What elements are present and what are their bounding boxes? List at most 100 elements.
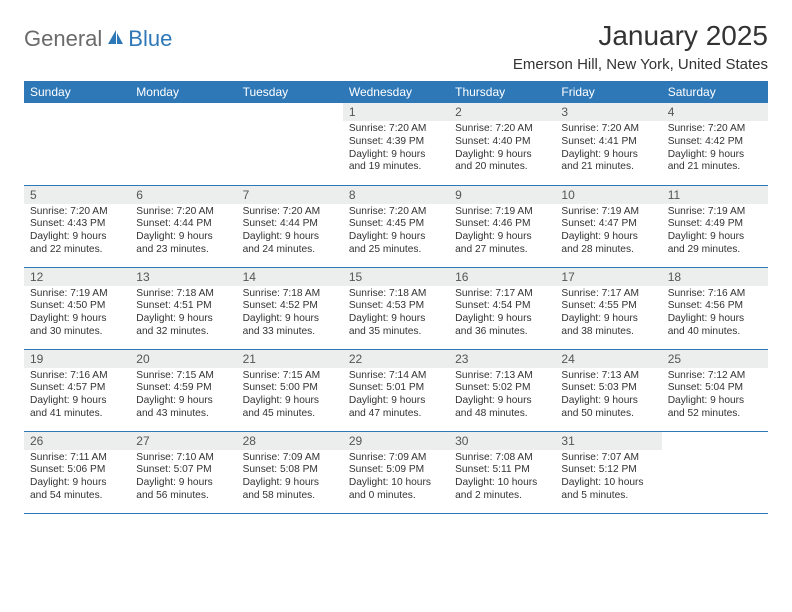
day-details: Sunrise: 7:13 AMSunset: 5:03 PMDaylight:… bbox=[555, 368, 661, 425]
day-number: 5 bbox=[24, 186, 130, 204]
calendar-cell: 7Sunrise: 7:20 AMSunset: 4:44 PMDaylight… bbox=[237, 185, 343, 267]
day-number: 29 bbox=[343, 432, 449, 450]
logo-text-general: General bbox=[24, 26, 102, 52]
calendar-cell: 21Sunrise: 7:15 AMSunset: 5:00 PMDayligh… bbox=[237, 349, 343, 431]
calendar-cell: 9Sunrise: 7:19 AMSunset: 4:46 PMDaylight… bbox=[449, 185, 555, 267]
day-number: 30 bbox=[449, 432, 555, 450]
calendar-cell: 5Sunrise: 7:20 AMSunset: 4:43 PMDaylight… bbox=[24, 185, 130, 267]
day-number: 11 bbox=[662, 186, 768, 204]
day-number: 28 bbox=[237, 432, 343, 450]
day-header: Saturday bbox=[662, 81, 768, 103]
day-number: 3 bbox=[555, 103, 661, 121]
day-number: 22 bbox=[343, 350, 449, 368]
day-number: 19 bbox=[24, 350, 130, 368]
day-details: Sunrise: 7:14 AMSunset: 5:01 PMDaylight:… bbox=[343, 368, 449, 425]
calendar-cell bbox=[237, 103, 343, 185]
day-details: Sunrise: 7:11 AMSunset: 5:06 PMDaylight:… bbox=[24, 450, 130, 507]
day-number: 18 bbox=[662, 268, 768, 286]
calendar-cell: 27Sunrise: 7:10 AMSunset: 5:07 PMDayligh… bbox=[130, 431, 236, 513]
calendar-cell: 24Sunrise: 7:13 AMSunset: 5:03 PMDayligh… bbox=[555, 349, 661, 431]
calendar-cell: 15Sunrise: 7:18 AMSunset: 4:53 PMDayligh… bbox=[343, 267, 449, 349]
day-number: 8 bbox=[343, 186, 449, 204]
day-number: 16 bbox=[449, 268, 555, 286]
calendar-cell: 17Sunrise: 7:17 AMSunset: 4:55 PMDayligh… bbox=[555, 267, 661, 349]
calendar-cell: 1Sunrise: 7:20 AMSunset: 4:39 PMDaylight… bbox=[343, 103, 449, 185]
day-number: 21 bbox=[237, 350, 343, 368]
calendar-cell: 20Sunrise: 7:15 AMSunset: 4:59 PMDayligh… bbox=[130, 349, 236, 431]
calendar-cell: 10Sunrise: 7:19 AMSunset: 4:47 PMDayligh… bbox=[555, 185, 661, 267]
day-details: Sunrise: 7:19 AMSunset: 4:50 PMDaylight:… bbox=[24, 286, 130, 343]
day-header: Sunday bbox=[24, 81, 130, 103]
day-header: Friday bbox=[555, 81, 661, 103]
day-details: Sunrise: 7:20 AMSunset: 4:44 PMDaylight:… bbox=[130, 204, 236, 261]
day-details: Sunrise: 7:13 AMSunset: 5:02 PMDaylight:… bbox=[449, 368, 555, 425]
calendar-cell: 12Sunrise: 7:19 AMSunset: 4:50 PMDayligh… bbox=[24, 267, 130, 349]
day-number: 13 bbox=[130, 268, 236, 286]
day-number: 12 bbox=[24, 268, 130, 286]
day-details: Sunrise: 7:15 AMSunset: 4:59 PMDaylight:… bbox=[130, 368, 236, 425]
day-details: Sunrise: 7:12 AMSunset: 5:04 PMDaylight:… bbox=[662, 368, 768, 425]
calendar-cell: 13Sunrise: 7:18 AMSunset: 4:51 PMDayligh… bbox=[130, 267, 236, 349]
day-number: 23 bbox=[449, 350, 555, 368]
day-details: Sunrise: 7:20 AMSunset: 4:40 PMDaylight:… bbox=[449, 121, 555, 178]
calendar-cell bbox=[24, 103, 130, 185]
day-number: 24 bbox=[555, 350, 661, 368]
day-number: 25 bbox=[662, 350, 768, 368]
calendar-cell: 19Sunrise: 7:16 AMSunset: 4:57 PMDayligh… bbox=[24, 349, 130, 431]
day-details: Sunrise: 7:16 AMSunset: 4:56 PMDaylight:… bbox=[662, 286, 768, 343]
day-number: 4 bbox=[662, 103, 768, 121]
calendar-cell: 26Sunrise: 7:11 AMSunset: 5:06 PMDayligh… bbox=[24, 431, 130, 513]
day-details: Sunrise: 7:17 AMSunset: 4:54 PMDaylight:… bbox=[449, 286, 555, 343]
day-details: Sunrise: 7:18 AMSunset: 4:52 PMDaylight:… bbox=[237, 286, 343, 343]
day-number: 15 bbox=[343, 268, 449, 286]
day-details: Sunrise: 7:09 AMSunset: 5:08 PMDaylight:… bbox=[237, 450, 343, 507]
day-details: Sunrise: 7:10 AMSunset: 5:07 PMDaylight:… bbox=[130, 450, 236, 507]
day-details: Sunrise: 7:09 AMSunset: 5:09 PMDaylight:… bbox=[343, 450, 449, 507]
calendar-cell: 4Sunrise: 7:20 AMSunset: 4:42 PMDaylight… bbox=[662, 103, 768, 185]
logo: General Blue bbox=[24, 26, 172, 52]
day-number: 2 bbox=[449, 103, 555, 121]
calendar-cell: 11Sunrise: 7:19 AMSunset: 4:49 PMDayligh… bbox=[662, 185, 768, 267]
day-number: 9 bbox=[449, 186, 555, 204]
day-details: Sunrise: 7:20 AMSunset: 4:39 PMDaylight:… bbox=[343, 121, 449, 178]
day-details: Sunrise: 7:18 AMSunset: 4:53 PMDaylight:… bbox=[343, 286, 449, 343]
day-details: Sunrise: 7:19 AMSunset: 4:46 PMDaylight:… bbox=[449, 204, 555, 261]
logo-text-blue: Blue bbox=[128, 26, 172, 52]
location: Emerson Hill, New York, United States bbox=[513, 56, 768, 73]
day-number: 26 bbox=[24, 432, 130, 450]
day-number: 14 bbox=[237, 268, 343, 286]
calendar-cell: 28Sunrise: 7:09 AMSunset: 5:08 PMDayligh… bbox=[237, 431, 343, 513]
calendar-table: SundayMondayTuesdayWednesdayThursdayFrid… bbox=[24, 81, 768, 514]
calendar-cell: 18Sunrise: 7:16 AMSunset: 4:56 PMDayligh… bbox=[662, 267, 768, 349]
day-number: 10 bbox=[555, 186, 661, 204]
day-number: 27 bbox=[130, 432, 236, 450]
day-header: Wednesday bbox=[343, 81, 449, 103]
day-number: 1 bbox=[343, 103, 449, 121]
day-details: Sunrise: 7:20 AMSunset: 4:42 PMDaylight:… bbox=[662, 121, 768, 178]
day-header: Thursday bbox=[449, 81, 555, 103]
calendar-cell: 31Sunrise: 7:07 AMSunset: 5:12 PMDayligh… bbox=[555, 431, 661, 513]
day-details: Sunrise: 7:19 AMSunset: 4:49 PMDaylight:… bbox=[662, 204, 768, 261]
logo-sail-icon bbox=[106, 28, 126, 51]
calendar-cell bbox=[130, 103, 236, 185]
day-details: Sunrise: 7:20 AMSunset: 4:44 PMDaylight:… bbox=[237, 204, 343, 261]
calendar-cell: 16Sunrise: 7:17 AMSunset: 4:54 PMDayligh… bbox=[449, 267, 555, 349]
header: General Blue January 2025 Emerson Hill, … bbox=[24, 20, 768, 73]
calendar-cell: 29Sunrise: 7:09 AMSunset: 5:09 PMDayligh… bbox=[343, 431, 449, 513]
day-number: 31 bbox=[555, 432, 661, 450]
calendar-cell: 22Sunrise: 7:14 AMSunset: 5:01 PMDayligh… bbox=[343, 349, 449, 431]
calendar-cell: 2Sunrise: 7:20 AMSunset: 4:40 PMDaylight… bbox=[449, 103, 555, 185]
day-number: 6 bbox=[130, 186, 236, 204]
calendar-cell: 30Sunrise: 7:08 AMSunset: 5:11 PMDayligh… bbox=[449, 431, 555, 513]
day-number: 17 bbox=[555, 268, 661, 286]
title-block: January 2025 Emerson Hill, New York, Uni… bbox=[513, 20, 768, 73]
day-details: Sunrise: 7:20 AMSunset: 4:41 PMDaylight:… bbox=[555, 121, 661, 178]
day-details: Sunrise: 7:15 AMSunset: 5:00 PMDaylight:… bbox=[237, 368, 343, 425]
day-number: 20 bbox=[130, 350, 236, 368]
day-header: Monday bbox=[130, 81, 236, 103]
calendar-cell: 25Sunrise: 7:12 AMSunset: 5:04 PMDayligh… bbox=[662, 349, 768, 431]
calendar-cell bbox=[662, 431, 768, 513]
day-details: Sunrise: 7:16 AMSunset: 4:57 PMDaylight:… bbox=[24, 368, 130, 425]
day-details: Sunrise: 7:08 AMSunset: 5:11 PMDaylight:… bbox=[449, 450, 555, 507]
day-number: 7 bbox=[237, 186, 343, 204]
